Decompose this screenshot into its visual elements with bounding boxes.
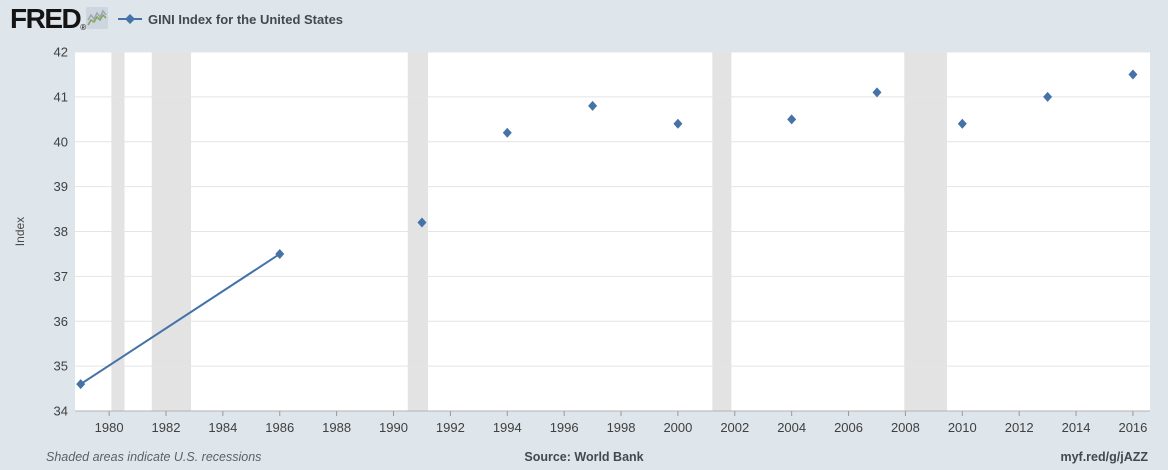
- x-tick-label: 1998: [607, 420, 636, 435]
- y-tick-label: 37: [54, 269, 68, 284]
- x-tick-label: 2000: [663, 420, 692, 435]
- x-tick-label: 1984: [208, 420, 237, 435]
- x-tick-label: 2006: [834, 420, 863, 435]
- series-line: [80, 253, 281, 385]
- x-tick-label: 2002: [720, 420, 749, 435]
- y-axis-title: Index: [13, 217, 27, 246]
- data-point: [76, 379, 86, 390]
- recession-note: Shaded areas indicate U.S. recessions: [46, 450, 262, 464]
- registered-trademark: ®: [80, 23, 87, 32]
- line-chart-icon: [86, 7, 108, 29]
- x-tick-label: 1994: [493, 420, 522, 435]
- x-tick-label: 1990: [379, 420, 408, 435]
- data-point: [1128, 69, 1138, 80]
- x-tick-label: 1992: [436, 420, 465, 435]
- x-tick-label: 1980: [95, 420, 124, 435]
- data-point: [673, 118, 683, 129]
- fred-logo-text: FRED: [10, 3, 82, 34]
- y-tick-label: 42: [54, 45, 68, 60]
- y-tick-label: 35: [54, 359, 68, 374]
- chart-footer: Shaded areas indicate U.S. recessions So…: [0, 450, 1168, 468]
- x-tick-label: 2010: [948, 420, 977, 435]
- short-url: myf.red/g/jAZZ: [1060, 450, 1148, 464]
- x-tick-label: 1986: [265, 420, 294, 435]
- fred-logo: FRED®: [10, 3, 86, 35]
- y-tick-label: 41: [54, 89, 68, 104]
- x-tick-label: 2016: [1118, 420, 1147, 435]
- x-tick-label: 2012: [1005, 420, 1034, 435]
- data-point: [957, 118, 967, 129]
- x-tick-label: 2004: [777, 420, 806, 435]
- y-tick-label: 39: [54, 179, 68, 194]
- y-tick-label: 40: [54, 134, 68, 149]
- x-tick-label: 1996: [550, 420, 579, 435]
- legend-diamond-marker-icon: [118, 14, 142, 24]
- series-legend-label: GINI Index for the United States: [148, 11, 344, 27]
- y-tick-label: 36: [54, 314, 68, 329]
- y-tick-label: 38: [54, 224, 68, 239]
- x-tick-label: 1982: [152, 420, 181, 435]
- source-label: Source: World Bank: [524, 450, 644, 464]
- data-point: [275, 248, 285, 259]
- series-legend: GINI Index for the United States: [118, 11, 343, 27]
- x-tick-label: 2014: [1062, 420, 1091, 435]
- data-point: [502, 127, 512, 138]
- data-point: [588, 100, 598, 111]
- x-tick-label: 1988: [322, 420, 351, 435]
- data-point: [1043, 91, 1053, 102]
- y-tick-label: 34: [54, 404, 68, 419]
- data-point: [787, 114, 797, 125]
- x-tick-label: 2008: [891, 420, 920, 435]
- chart-header: FRED® GINI Index for the United States: [0, 0, 1168, 40]
- data-point: [872, 87, 882, 98]
- data-point: [417, 217, 427, 228]
